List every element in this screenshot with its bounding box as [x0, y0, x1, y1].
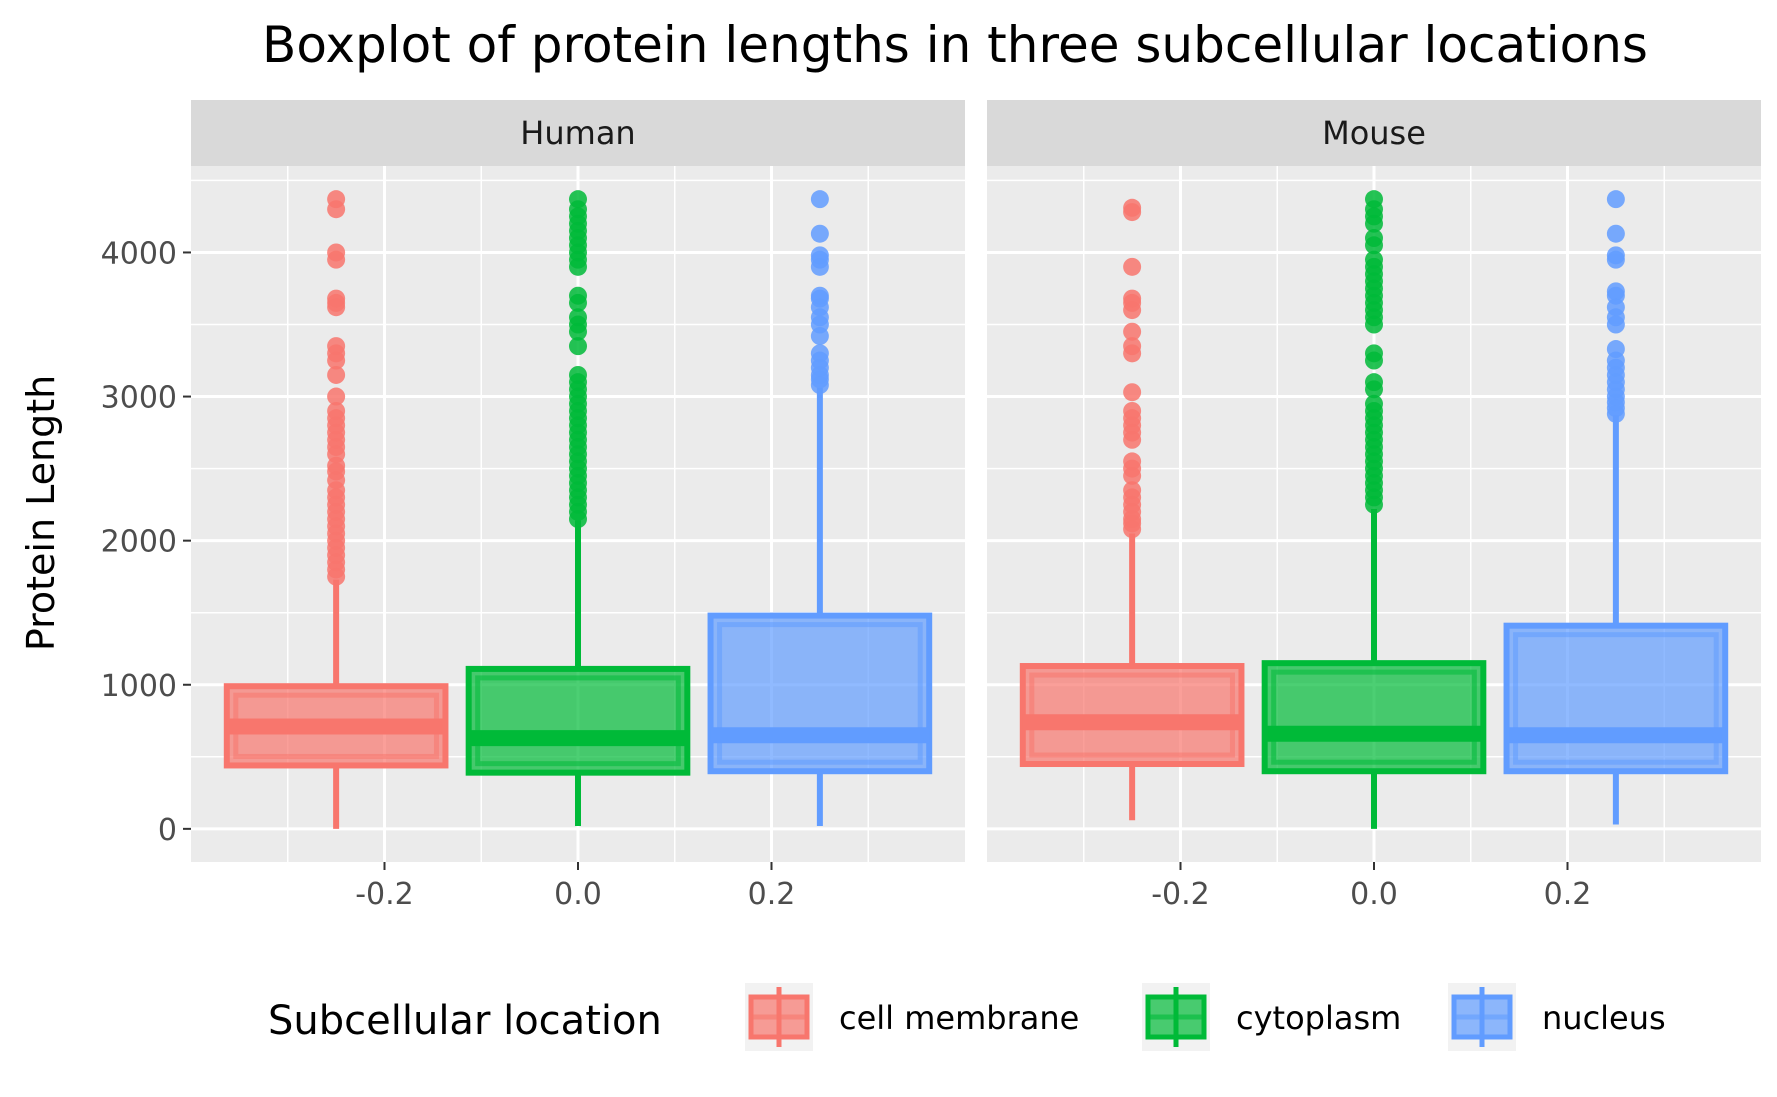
box-inner-frame [475, 675, 681, 767]
box-nucleus [707, 190, 933, 826]
outlier-point [327, 337, 346, 356]
outlier-point [1606, 190, 1625, 209]
outlier-point [327, 365, 346, 384]
facet-panels: Human -0.2 0.0 0.2 Mouse -0.2 0.0 0.2 [191, 100, 1761, 912]
outlier-point [1123, 401, 1142, 420]
facet-strip-label: Human [520, 114, 635, 152]
y-axis-title: Protein Length [19, 375, 63, 651]
outlier-point [1123, 257, 1142, 276]
x-tick-label: -0.2 [1151, 877, 1210, 912]
facet-panel-human: Human -0.2 0.0 0.2 [191, 100, 965, 912]
outlier-point [569, 308, 587, 327]
outlier-point [1606, 224, 1625, 243]
box-cell-membrane [223, 190, 449, 829]
outlier-point [810, 224, 829, 243]
box-inner-frame [1513, 632, 1719, 765]
outlier-point [1365, 394, 1383, 413]
legend-label: cytoplasm [1236, 999, 1401, 1037]
y-tick-label: 2000 [101, 525, 177, 560]
outlier-point [1123, 198, 1142, 217]
outlier-point [1123, 337, 1142, 356]
outlier-point [810, 246, 829, 265]
outlier-point [1123, 452, 1142, 471]
box-cytoplasm [465, 190, 691, 826]
outlier-point [1606, 340, 1625, 359]
legend-title: Subcellular location [268, 998, 662, 1044]
outlier-point [1606, 282, 1625, 301]
outlier-point [1365, 373, 1383, 392]
x-tick-label: 0.0 [1350, 877, 1398, 912]
outlier-point [1123, 383, 1142, 402]
x-tick-label: -0.2 [355, 877, 414, 912]
x-tick-label: 0.2 [1544, 877, 1592, 912]
y-tick-label: 4000 [101, 236, 177, 271]
outlier-point [1365, 250, 1383, 269]
box-cytoplasm [1261, 190, 1487, 829]
y-axis: 0 1000 2000 3000 4000 [101, 236, 191, 848]
box-body [707, 612, 933, 775]
legend-entry-cell-membrane: cell membrane [745, 983, 1079, 1051]
y-tick-label: 3000 [101, 381, 177, 416]
x-tick-label: 0.2 [748, 877, 796, 912]
y-tick-label: 1000 [101, 669, 177, 704]
facet-strip-label: Mouse [1322, 114, 1426, 152]
box-body [465, 665, 691, 776]
legend-entry-nucleus: nucleus [1448, 983, 1666, 1051]
legend-entry-cytoplasm: cytoplasm [1142, 983, 1401, 1051]
outlier-point [327, 289, 346, 308]
outlier-point [1123, 481, 1142, 500]
y-tick-label: 0 [158, 813, 177, 848]
outlier-point [569, 337, 587, 356]
outlier-point [327, 190, 346, 209]
outlier-point [569, 190, 587, 209]
legend-label: cell membrane [839, 999, 1079, 1037]
outlier-point [327, 243, 346, 262]
facet-strip [191, 100, 965, 166]
legend: Subcellular location cell membrane cytopl… [268, 983, 1666, 1051]
outlier-point [1123, 289, 1142, 308]
box-body [1503, 622, 1729, 775]
box-inner-frame [1271, 669, 1477, 765]
outlier-point [1123, 322, 1142, 341]
x-tick-label: 0.0 [554, 877, 602, 912]
outlier-point [810, 286, 829, 305]
outlier-point [327, 387, 346, 406]
outlier-point [1365, 344, 1383, 363]
outlier-point [569, 286, 587, 305]
box-inner-frame [717, 622, 923, 765]
box-cell-membrane [1019, 198, 1245, 821]
outlier-point [810, 190, 829, 209]
outlier-point [1606, 246, 1625, 265]
outlier-point [327, 401, 346, 420]
legend-label: nucleus [1542, 999, 1666, 1037]
outlier-point [1365, 229, 1383, 248]
box-nucleus [1503, 190, 1729, 825]
outlier-point [569, 365, 587, 384]
facet-strip [987, 100, 1761, 166]
facet-panel-mouse: Mouse -0.2 0.0 0.2 [987, 100, 1761, 912]
chart-title: Boxplot of protein lengths in three subc… [262, 16, 1648, 74]
outlier-point [1365, 190, 1383, 209]
box-body [1261, 660, 1487, 775]
outlier-point [810, 344, 829, 363]
